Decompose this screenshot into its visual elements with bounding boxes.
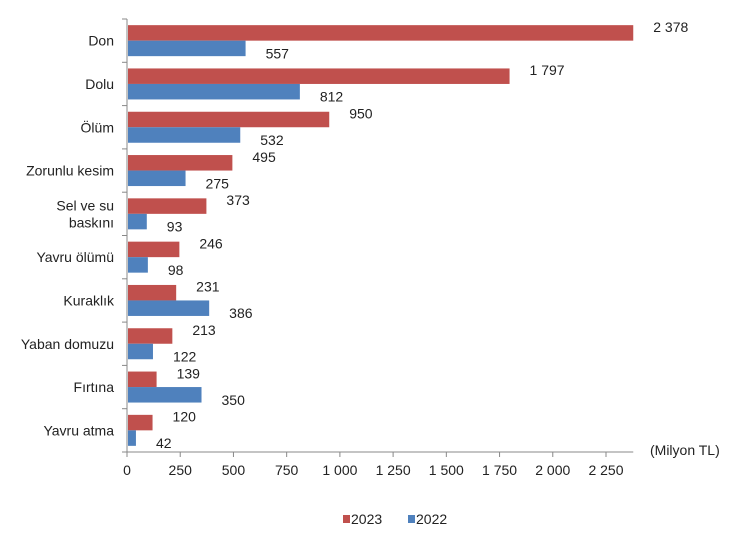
x-tick-label: 1 000	[322, 462, 357, 478]
bar-2023	[128, 241, 180, 258]
x-tick-label: 750	[275, 462, 299, 478]
category-label: Dolu	[85, 76, 114, 92]
data-label-2022: 122	[173, 349, 197, 365]
bar-2023	[128, 328, 173, 344]
data-label-2023: 213	[192, 322, 216, 338]
data-label-2022: 532	[260, 132, 284, 148]
data-label-2023: 950	[349, 106, 373, 122]
bar-2023	[128, 198, 207, 214]
x-tick-label: 1 500	[429, 462, 464, 478]
legend-swatch-2022	[408, 515, 415, 523]
bar-2023	[128, 414, 153, 431]
data-label-2022: 812	[320, 89, 344, 105]
bar-2022	[128, 257, 148, 273]
data-label-2022: 557	[266, 45, 290, 61]
x-tick-label: 250	[169, 462, 193, 478]
bar-2023	[128, 155, 233, 171]
x-tick-label: 0	[123, 462, 131, 478]
bar-2022	[128, 170, 186, 187]
category-label: Kuraklık	[63, 292, 115, 308]
data-label-2023: 373	[226, 192, 250, 208]
unit-label: (Milyon TL)	[650, 442, 720, 458]
bar-2022	[128, 213, 147, 230]
data-label-2022: 98	[168, 262, 184, 278]
x-tick-label: 2 250	[588, 462, 623, 478]
legend-label-2022: 2022	[416, 511, 447, 527]
data-label-2023: 231	[196, 279, 220, 295]
bar-2022	[128, 343, 153, 360]
data-label-2023: 2 378	[653, 19, 688, 35]
category-label: Yavru ölümü	[36, 249, 114, 265]
data-label-2023: 120	[173, 409, 197, 425]
bar-2022	[128, 300, 210, 316]
bar-2023	[128, 25, 634, 41]
data-label-2022: 350	[222, 392, 246, 408]
bar-2023	[128, 371, 157, 388]
x-tick-label: 1 750	[482, 462, 517, 478]
bar-2023	[128, 111, 330, 128]
data-label-2022: 275	[206, 175, 230, 191]
bar-2022	[128, 40, 246, 57]
bar-2023	[128, 68, 510, 84]
legend-label-2023: 2023	[351, 511, 382, 527]
data-label-2023: 1 797	[530, 62, 565, 78]
category-label: Zorunlu kesim	[26, 163, 114, 179]
bar-2022	[128, 387, 202, 403]
category-label: Fırtına	[74, 379, 115, 395]
x-tick-label: 2 000	[535, 462, 570, 478]
data-label-2022: 42	[156, 435, 172, 451]
x-tick-label: 500	[222, 462, 246, 478]
category-label: baskını	[69, 214, 114, 230]
category-label: Ölüm	[81, 118, 114, 135]
bar-2022	[128, 127, 241, 143]
bar-2022	[128, 83, 300, 100]
data-label-2023: 246	[199, 235, 223, 251]
category-label: Yavru atma	[43, 422, 114, 438]
x-tick-label: 1 250	[376, 462, 411, 478]
data-label-2022: 386	[229, 305, 253, 321]
bar-2023	[128, 284, 177, 301]
category-label: Don	[88, 33, 114, 49]
data-label-2023: 495	[252, 149, 276, 165]
data-label-2023: 139	[177, 365, 201, 381]
legend-swatch-2023	[343, 515, 350, 523]
category-label: Sel ve su	[56, 197, 114, 213]
category-label: Yaban domuzu	[21, 336, 114, 352]
bar-2022	[128, 430, 136, 446]
data-label-2022: 93	[167, 219, 183, 235]
